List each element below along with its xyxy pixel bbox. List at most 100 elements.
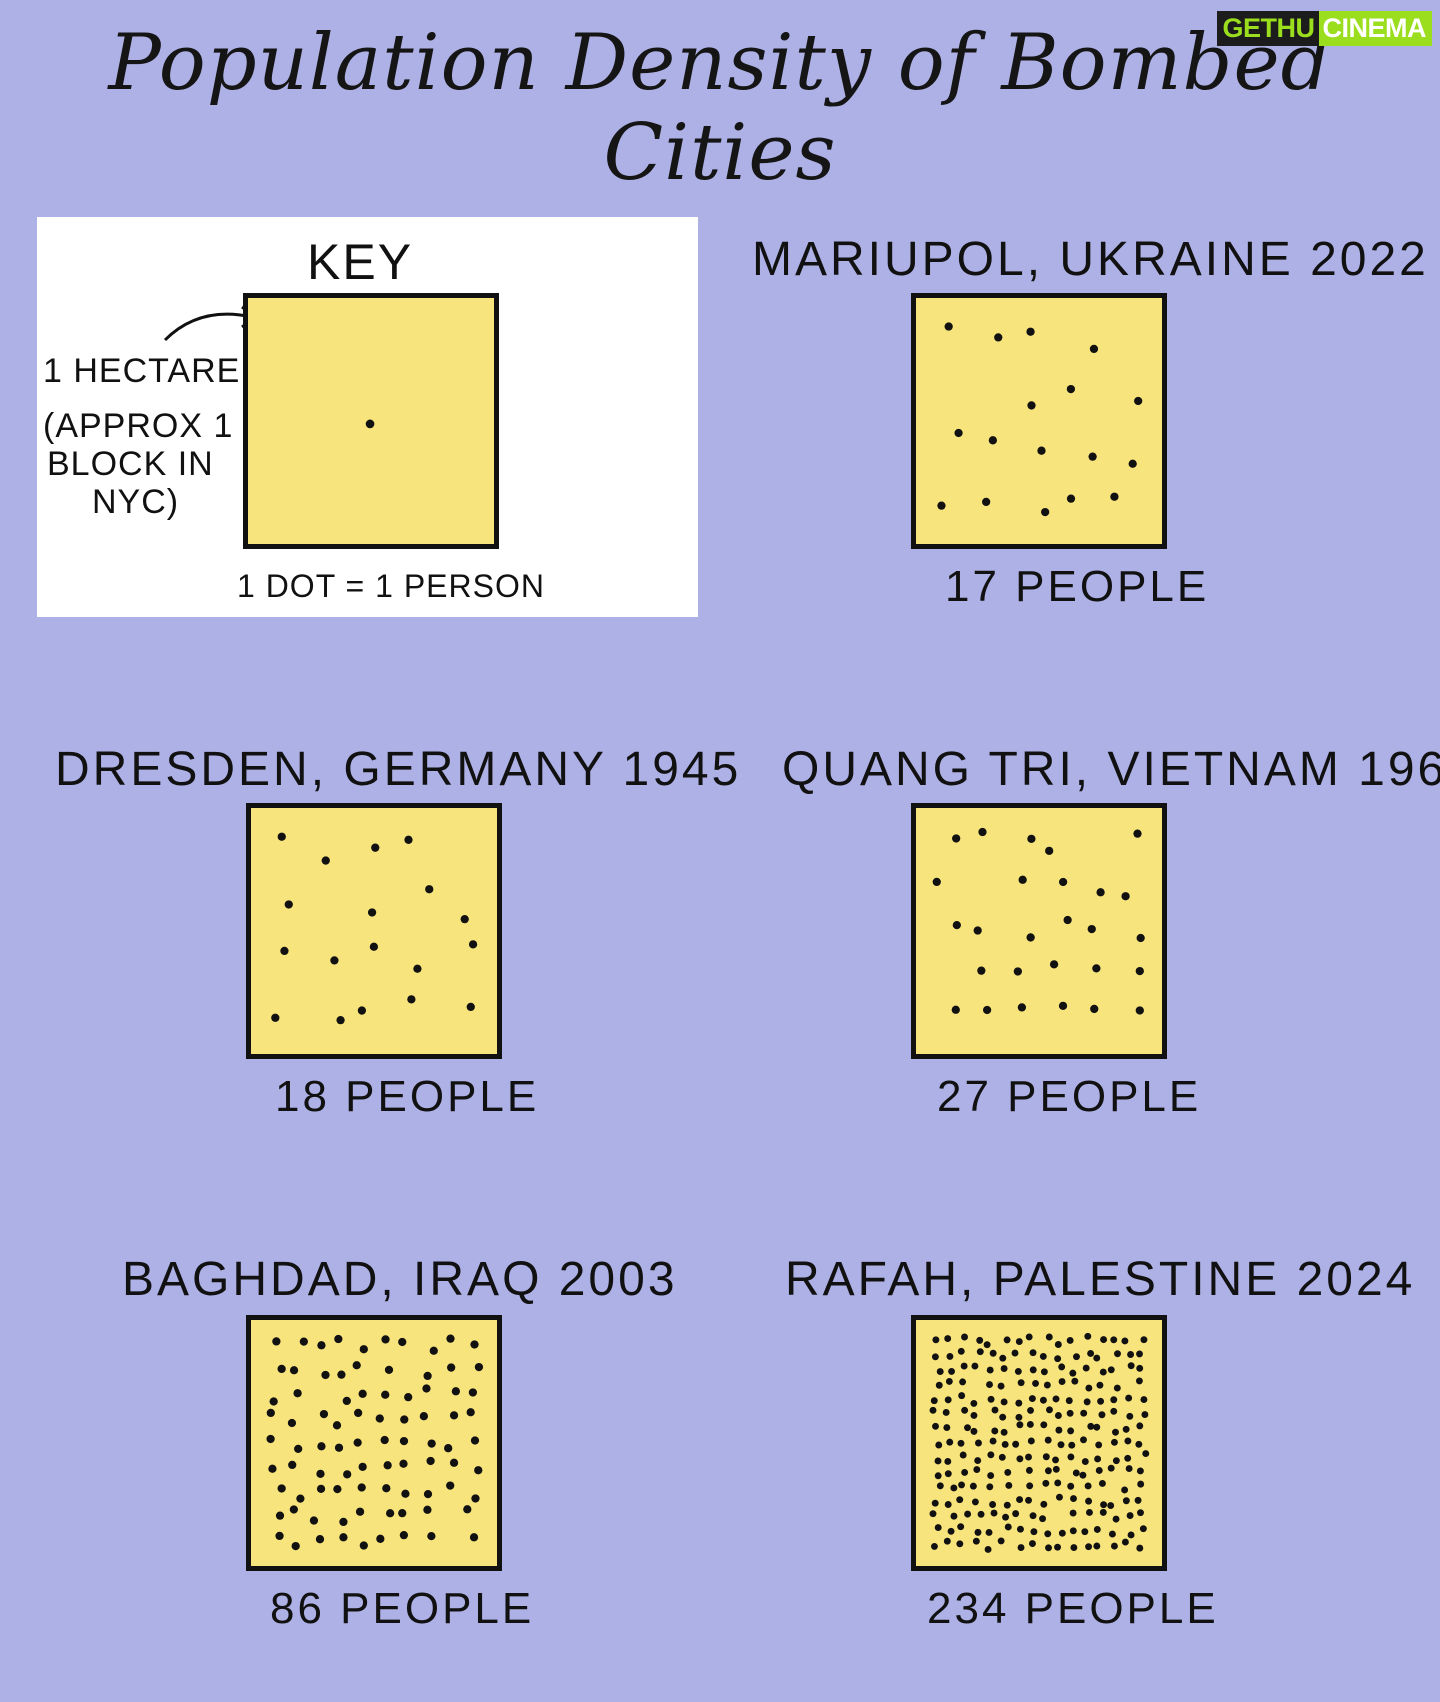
person-dot	[275, 1511, 285, 1520]
person-dot	[1015, 1338, 1023, 1345]
person-dot	[1066, 384, 1076, 394]
person-dot	[399, 1436, 409, 1446]
person-dot	[1122, 1497, 1130, 1505]
person-dot	[419, 1412, 429, 1421]
person-dot	[1067, 1427, 1075, 1435]
person-dot	[1065, 1397, 1073, 1405]
person-dot	[1087, 1422, 1095, 1430]
person-dot	[1052, 1465, 1060, 1473]
person-dot	[446, 1481, 455, 1490]
person-dot	[1011, 1349, 1019, 1357]
person-dot	[1055, 1426, 1063, 1434]
person-dot	[1136, 933, 1145, 943]
person-dot	[999, 1354, 1007, 1362]
city-heading-quang-tri: QUANG TRI, VIETNAM 1968	[782, 743, 1440, 796]
person-dot	[951, 1005, 960, 1014]
person-dot	[359, 1541, 368, 1550]
city-heading-rafah: RAFAH, PALESTINE 2024	[785, 1253, 1416, 1306]
city-box-quang-tri	[911, 803, 1167, 1059]
person-dot	[1136, 1350, 1143, 1358]
person-dot	[1029, 1512, 1037, 1520]
person-dot	[929, 1510, 937, 1518]
person-dot	[1089, 344, 1099, 354]
person-dot	[957, 1523, 965, 1531]
person-dot	[1016, 1496, 1024, 1504]
person-dot	[404, 1393, 413, 1402]
person-dot	[383, 1461, 392, 1470]
person-dot	[1128, 459, 1137, 468]
person-dot	[989, 1349, 997, 1357]
person-dot	[1081, 1458, 1089, 1466]
person-dot	[309, 1516, 319, 1525]
person-dot	[1001, 1440, 1009, 1448]
person-dot	[1110, 492, 1119, 501]
dot-field	[937, 322, 1143, 517]
person-dot	[1139, 1525, 1147, 1533]
person-dot	[293, 1389, 302, 1398]
city-heading-baghdad: BAGHDAD, IRAQ 2003	[122, 1253, 678, 1306]
person-dot	[1028, 1395, 1036, 1403]
person-dot	[444, 1444, 453, 1453]
person-dot	[986, 1381, 993, 1389]
person-dot	[1112, 1428, 1119, 1436]
person-dot	[983, 1341, 991, 1349]
key-legend: 1 DOT = 1 PERSON	[237, 568, 545, 604]
person-dot	[929, 1406, 937, 1414]
person-dot	[471, 1494, 480, 1503]
person-dot	[1096, 888, 1105, 897]
person-dot	[1092, 964, 1101, 973]
person-dot	[468, 940, 478, 949]
person-dot	[334, 1443, 344, 1452]
person-dot	[1025, 1333, 1033, 1341]
person-dot	[1088, 452, 1097, 461]
person-dot	[1107, 1502, 1115, 1510]
person-dot	[1141, 1411, 1149, 1419]
person-dot	[944, 1335, 952, 1343]
person-dot	[1040, 1368, 1048, 1376]
person-dot	[952, 834, 961, 843]
person-dot	[1107, 1464, 1115, 1472]
person-dot	[1045, 1544, 1052, 1552]
person-dot	[1093, 1526, 1101, 1533]
person-dot	[381, 1390, 390, 1399]
person-dot	[1046, 1406, 1053, 1414]
person-dot	[429, 1346, 438, 1355]
person-dot	[958, 1481, 966, 1489]
person-dot	[1110, 1542, 1118, 1550]
person-dot	[974, 1457, 982, 1465]
person-dot	[399, 1531, 409, 1540]
person-dot	[321, 856, 330, 865]
person-dot	[964, 1510, 972, 1518]
person-dot	[343, 1470, 352, 1479]
person-dot	[987, 1395, 995, 1403]
person-dot	[1003, 1501, 1011, 1509]
person-dot	[1054, 1412, 1062, 1419]
person-dot	[1041, 507, 1050, 517]
person-dot	[1037, 446, 1046, 455]
hectare-label: 1 HECTARE	[43, 352, 241, 390]
person-dot	[1063, 915, 1072, 925]
person-dot	[468, 1388, 478, 1397]
person-dot	[268, 1464, 277, 1473]
person-dot	[982, 497, 991, 507]
person-dot	[315, 1535, 325, 1544]
person-dot	[277, 832, 286, 841]
person-dot	[1110, 1438, 1118, 1446]
person-dot	[1087, 924, 1096, 934]
person-dot	[1017, 1379, 1025, 1387]
person-dot	[1093, 1354, 1101, 1362]
person-dot	[319, 1409, 329, 1419]
person-dot	[986, 1483, 994, 1491]
person-dot	[973, 1466, 981, 1473]
person-dot	[316, 1484, 326, 1493]
person-dot	[1082, 1364, 1090, 1372]
person-dot	[1072, 1469, 1080, 1477]
key-panel: KEY 1 HECTARE (APPROX 1 BLOCK IN NYC) 1 …	[37, 217, 698, 617]
person-dot	[1039, 1396, 1047, 1404]
dot-field	[929, 1332, 1150, 1553]
watermark-right: CINEMA	[1318, 10, 1432, 46]
person-dot	[1069, 1509, 1077, 1517]
approx-line-1: (APPROX 1	[43, 407, 234, 445]
person-dot	[386, 1509, 395, 1518]
person-dot	[975, 1439, 982, 1447]
